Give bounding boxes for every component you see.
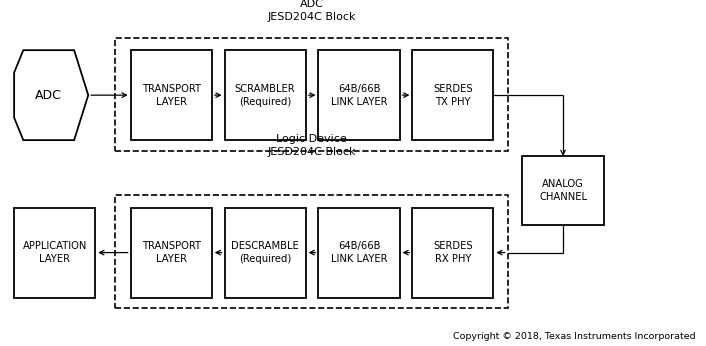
Bar: [115, 195, 508, 308]
Text: 64B/66B
LINK LAYER: 64B/66B LINK LAYER: [330, 241, 388, 264]
Text: SCRAMBLER
(Required): SCRAMBLER (Required): [235, 83, 295, 107]
Bar: [318, 208, 400, 298]
Bar: [318, 50, 400, 140]
Text: ANALOG
CHANNEL: ANALOG CHANNEL: [539, 179, 587, 202]
Text: TRANSPORT
LAYER: TRANSPORT LAYER: [142, 83, 201, 107]
Bar: [14, 208, 95, 298]
Text: DESCRAMBLE
(Required): DESCRAMBLE (Required): [232, 241, 299, 264]
Text: SERDES
RX PHY: SERDES RX PHY: [433, 241, 473, 264]
Polygon shape: [14, 50, 88, 140]
Text: ADC: ADC: [35, 89, 62, 102]
Text: Logic Device
JESD204C Block: Logic Device JESD204C Block: [267, 134, 356, 157]
Text: 64B/66B
LINK LAYER: 64B/66B LINK LAYER: [330, 83, 388, 107]
Text: ADC
JESD204C Block: ADC JESD204C Block: [267, 0, 356, 22]
Text: SERDES
TX PHY: SERDES TX PHY: [433, 83, 473, 107]
Bar: [115, 38, 508, 151]
Text: APPLICATION
LAYER: APPLICATION LAYER: [23, 241, 87, 264]
Text: TRANSPORT
LAYER: TRANSPORT LAYER: [142, 241, 201, 264]
Bar: [131, 208, 212, 298]
Bar: [225, 50, 306, 140]
Bar: [412, 208, 493, 298]
Bar: [225, 208, 306, 298]
Bar: [131, 50, 212, 140]
Text: Copyright © 2018, Texas Instruments Incorporated: Copyright © 2018, Texas Instruments Inco…: [453, 332, 695, 341]
Bar: [522, 156, 604, 225]
Bar: [412, 50, 493, 140]
